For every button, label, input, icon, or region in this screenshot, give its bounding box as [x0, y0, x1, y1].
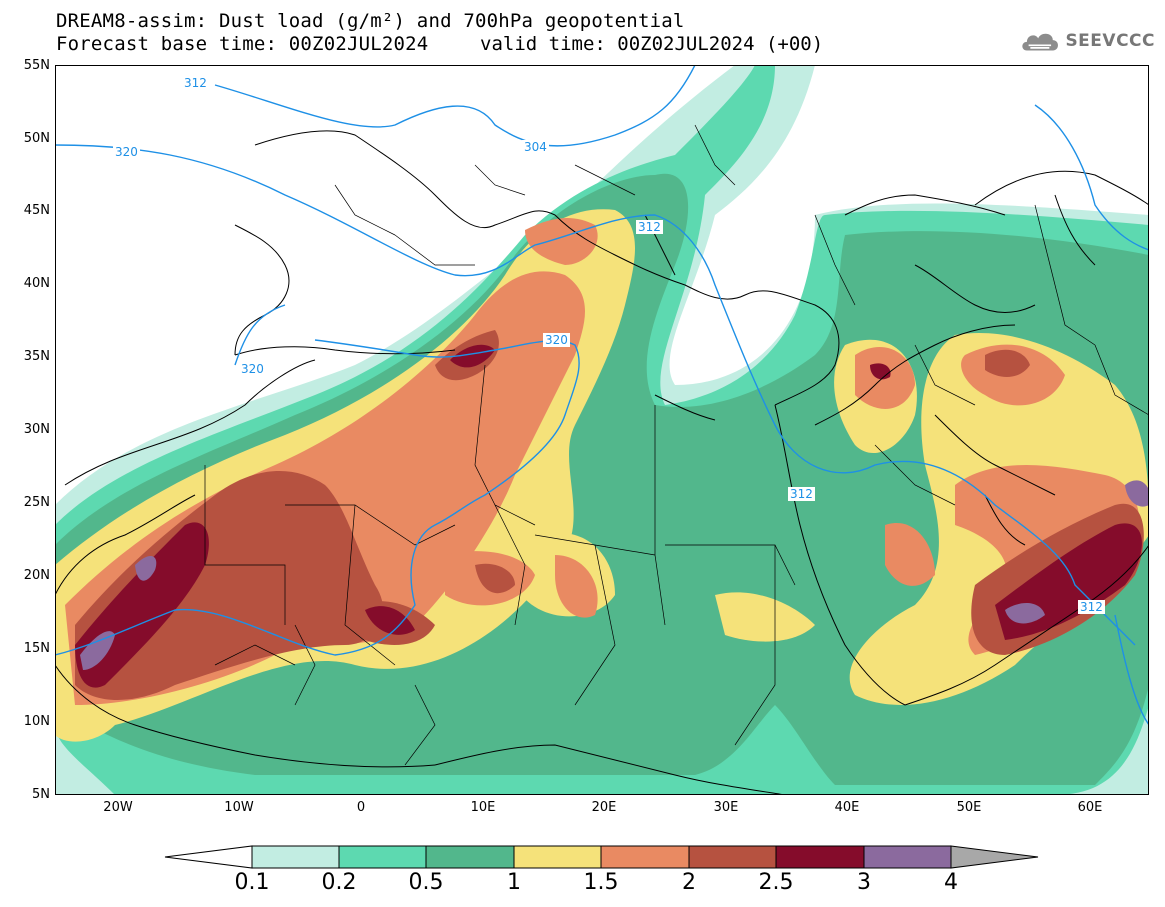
dust-map	[55, 65, 1149, 795]
forecast-base-time: Forecast base time: 00Z02JUL2024	[56, 33, 429, 55]
colorbar-low-arrow	[164, 845, 253, 869]
contour-label: 312	[182, 76, 209, 90]
x-tick-label: 40E	[834, 800, 860, 815]
colorbar-swatch	[688, 845, 777, 869]
contour-label: 312	[636, 220, 663, 234]
colorbar-tick-label: 4	[944, 870, 958, 895]
x-tick-label: 20W	[103, 800, 133, 815]
y-tick-label: 50N	[23, 131, 50, 146]
colorbar-tick-label: 2.5	[758, 870, 794, 895]
geopotential-contours	[55, 65, 1149, 726]
y-tick-label: 5N	[32, 787, 50, 802]
coastlines	[55, 130, 1149, 795]
colorbar-tick-label: 1.5	[583, 870, 619, 895]
y-tick-label: 30N	[23, 422, 50, 437]
map-title: DREAM8-assim: Dust load (g/m²) and 700hP…	[56, 10, 685, 32]
cloud-icon	[1022, 33, 1058, 51]
x-tick-label: 60E	[1077, 800, 1103, 815]
colorbar-swatch	[338, 845, 427, 869]
x-tick-label: 30E	[713, 800, 739, 815]
logo-text: SEEVCCC	[1065, 31, 1155, 51]
valid-time: valid time: 00Z02JUL2024 (+00)	[480, 33, 824, 55]
y-tick-label: 25N	[23, 495, 50, 510]
colorbar-tick-label: 0.2	[321, 870, 357, 895]
y-tick-label: 35N	[23, 349, 50, 364]
colorbar-swatch	[863, 845, 952, 869]
colorbar-high-arrow	[950, 845, 1039, 869]
contour-label: 304	[522, 140, 549, 154]
seevccc-logo: SEEVCCC	[1020, 26, 1155, 56]
colorbar-swatch	[425, 845, 515, 869]
colorbar-swatch	[513, 845, 602, 869]
x-tick-label: 0	[356, 800, 366, 815]
colorbar-swatch	[775, 845, 865, 869]
colorbar-tick-label: 0.5	[408, 870, 444, 895]
contour-label: 320	[239, 362, 266, 376]
x-tick-label: 20E	[591, 800, 617, 815]
colorbar-swatch	[251, 845, 340, 869]
x-tick-label: 50E	[956, 800, 982, 815]
y-tick-label: 45N	[23, 203, 50, 218]
colorbar-tick-label: 1	[507, 870, 521, 895]
contour-label: 320	[543, 333, 570, 347]
country-borders	[204, 124, 1149, 766]
colorbar-tick-label: 0.1	[234, 870, 270, 895]
colorbar	[164, 845, 1039, 869]
y-tick-label: 10N	[23, 714, 50, 729]
contour-label: 312	[788, 487, 815, 501]
y-tick-label: 55N	[23, 58, 50, 73]
dust-layer-3	[80, 480, 1149, 670]
colorbar-swatch	[600, 845, 690, 869]
x-tick-label: 10E	[470, 800, 496, 815]
colorbar-tick-label: 2	[682, 870, 696, 895]
x-tick-label: 10W	[224, 800, 254, 815]
y-tick-label: 40N	[23, 276, 50, 291]
colorbar-tick-label: 3	[857, 870, 871, 895]
y-tick-label: 20N	[23, 568, 50, 583]
contour-label: 312	[1078, 600, 1105, 614]
y-tick-label: 15N	[23, 641, 50, 656]
contour-label: 320	[113, 145, 140, 159]
